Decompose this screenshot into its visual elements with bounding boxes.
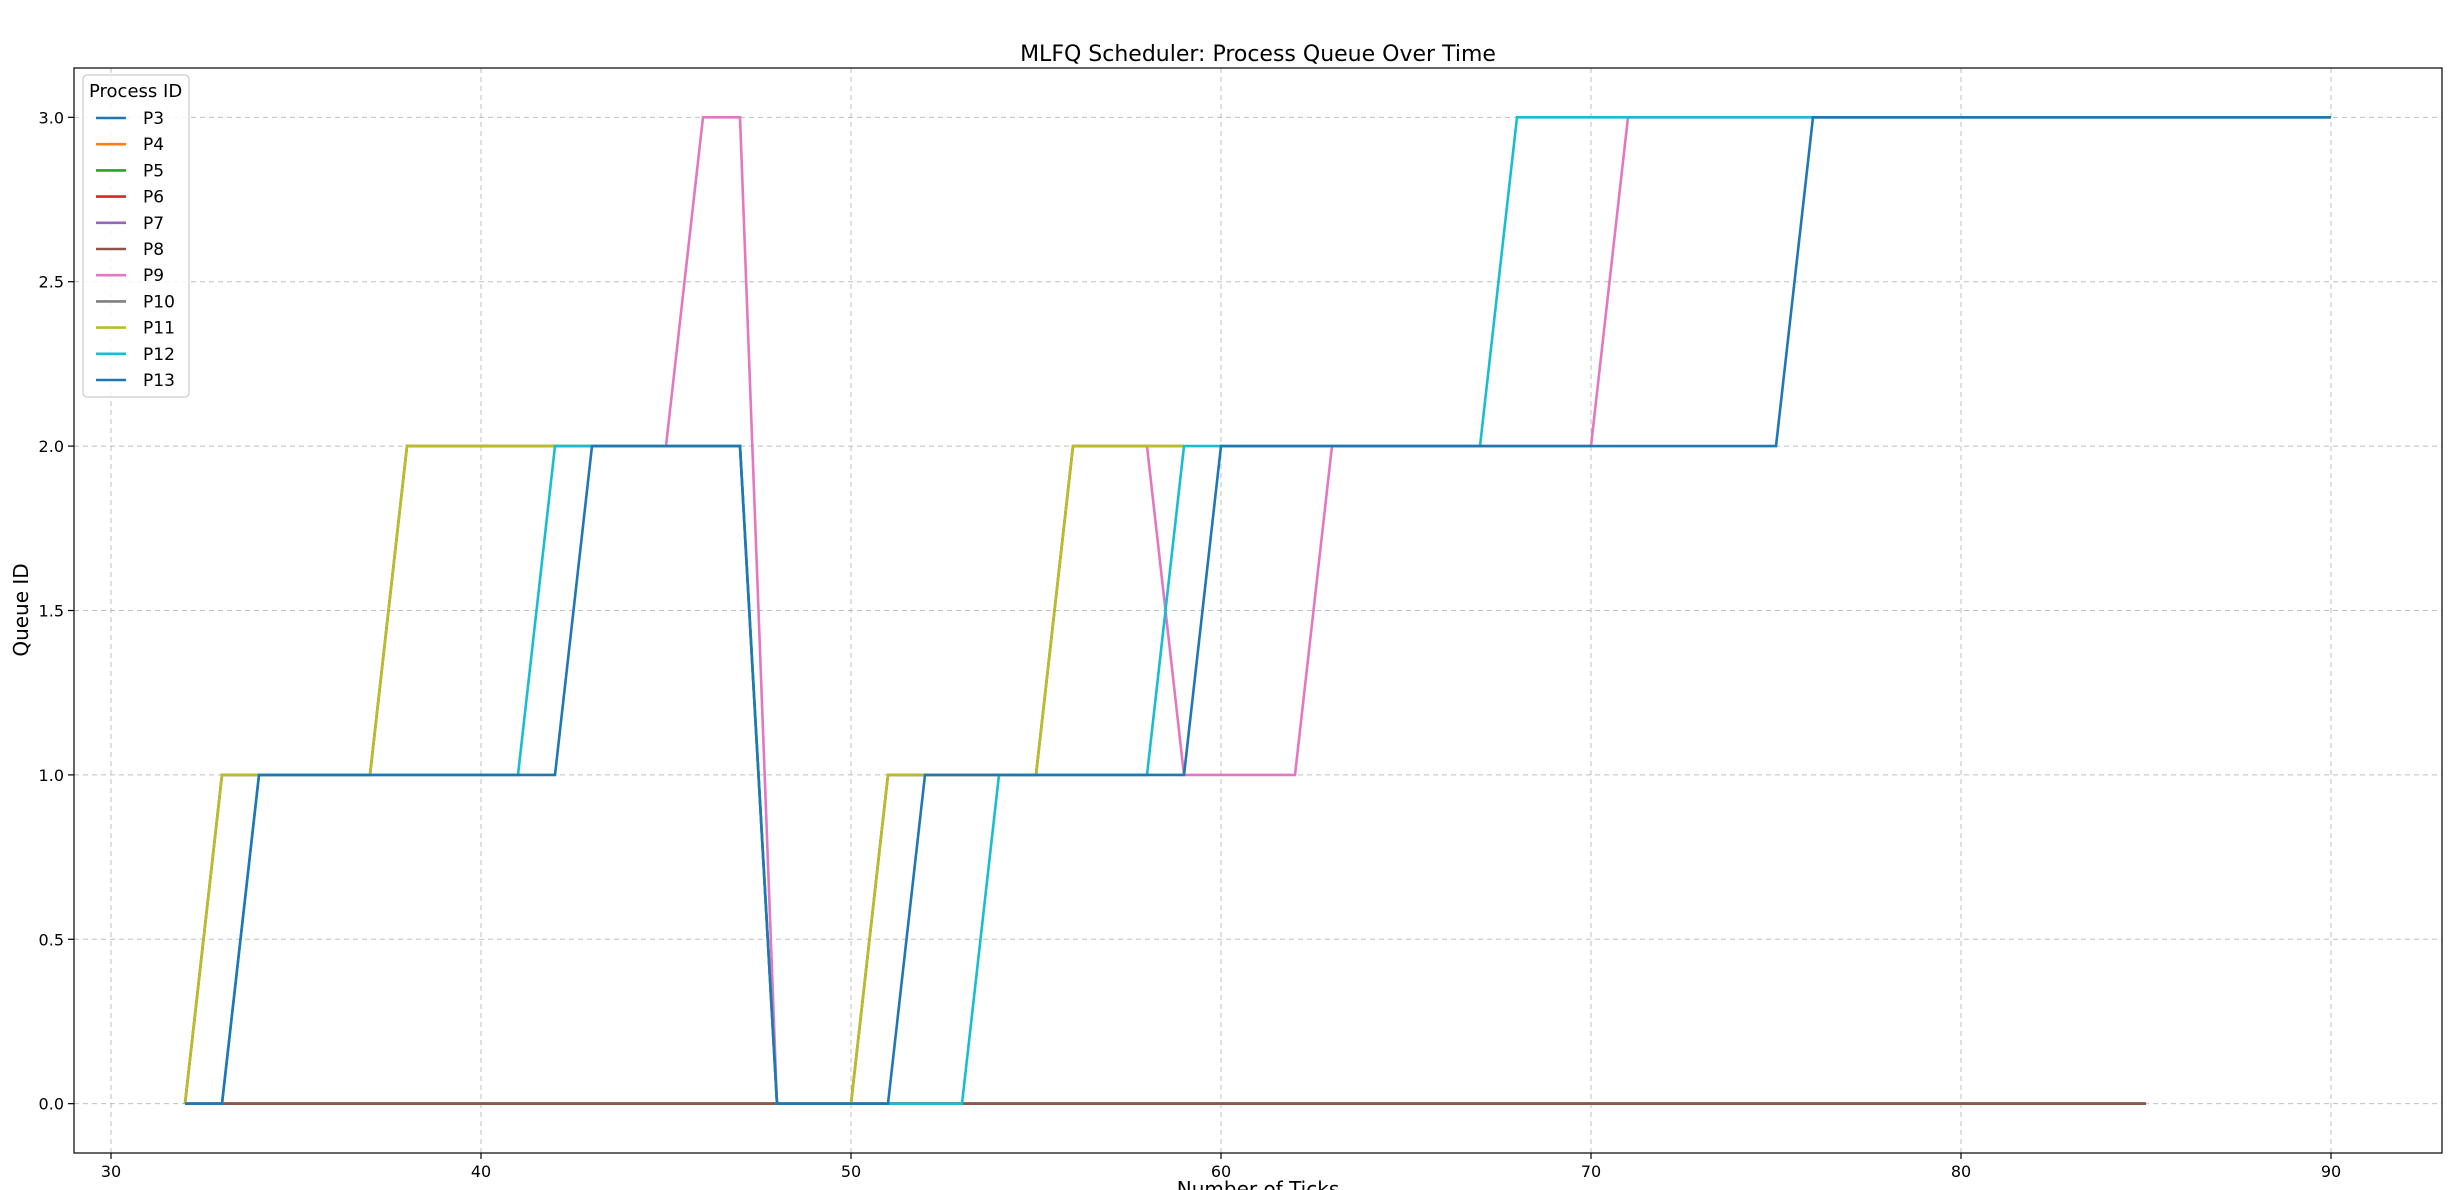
legend-label-p11: P11 [143, 319, 175, 339]
series-line-p13 [185, 116, 2331, 1105]
y-tick-label: 1.0 [39, 766, 64, 785]
legend-label-p5: P5 [143, 161, 164, 181]
x-tick-label: 30 [101, 1162, 121, 1181]
legend-label-p12: P12 [143, 345, 175, 365]
legend: Process ID P3 P4 P5 P6 P7 P8 P9 P10 P11 P12 P13 [82, 74, 190, 398]
x-axis-ticks: 30 40 50 60 70 80 90 [101, 1153, 2341, 1181]
y-tick-label: 0.0 [39, 1095, 64, 1114]
x-axis-label: Number of Ticks [1177, 1177, 1340, 1190]
y-tick-label: 0.5 [39, 930, 64, 949]
x-tick-label: 40 [471, 1162, 491, 1181]
x-tick-label: 80 [1951, 1162, 1971, 1181]
y-tick-label: 2.5 [39, 273, 64, 292]
series-lines [183, 116, 2331, 1105]
y-tick-label: 3.0 [39, 108, 64, 127]
y-tick-label: 1.5 [39, 602, 64, 621]
chart-title: MLFQ Scheduler: Process Queue Over Time [1020, 42, 1496, 67]
legend-label-p10: P10 [143, 292, 175, 312]
legend-label-p7: P7 [143, 214, 164, 234]
y-tick-label: 2.0 [39, 437, 64, 456]
grid [74, 68, 2442, 1153]
legend-label-p6: P6 [143, 188, 164, 208]
x-tick-label: 60 [1211, 1162, 1231, 1181]
legend-label-p8: P8 [143, 240, 164, 260]
legend-label-p9: P9 [143, 266, 164, 286]
legend-title: Process ID [89, 81, 182, 102]
x-tick-label: 50 [841, 1162, 861, 1181]
legend-label-p13: P13 [143, 371, 175, 391]
plot-frame [73, 67, 2443, 1154]
legend-label-p4: P4 [143, 135, 164, 155]
y-axis-label: Queue ID [9, 563, 33, 656]
legend-label-p3: P3 [143, 109, 164, 129]
y-axis-ticks: 0.0 0.5 1.0 1.5 2.0 2.5 3.0 [39, 108, 74, 1114]
x-tick-label: 90 [2321, 1162, 2341, 1181]
legend-box [82, 74, 190, 398]
x-tick-label: 70 [1581, 1162, 1601, 1181]
